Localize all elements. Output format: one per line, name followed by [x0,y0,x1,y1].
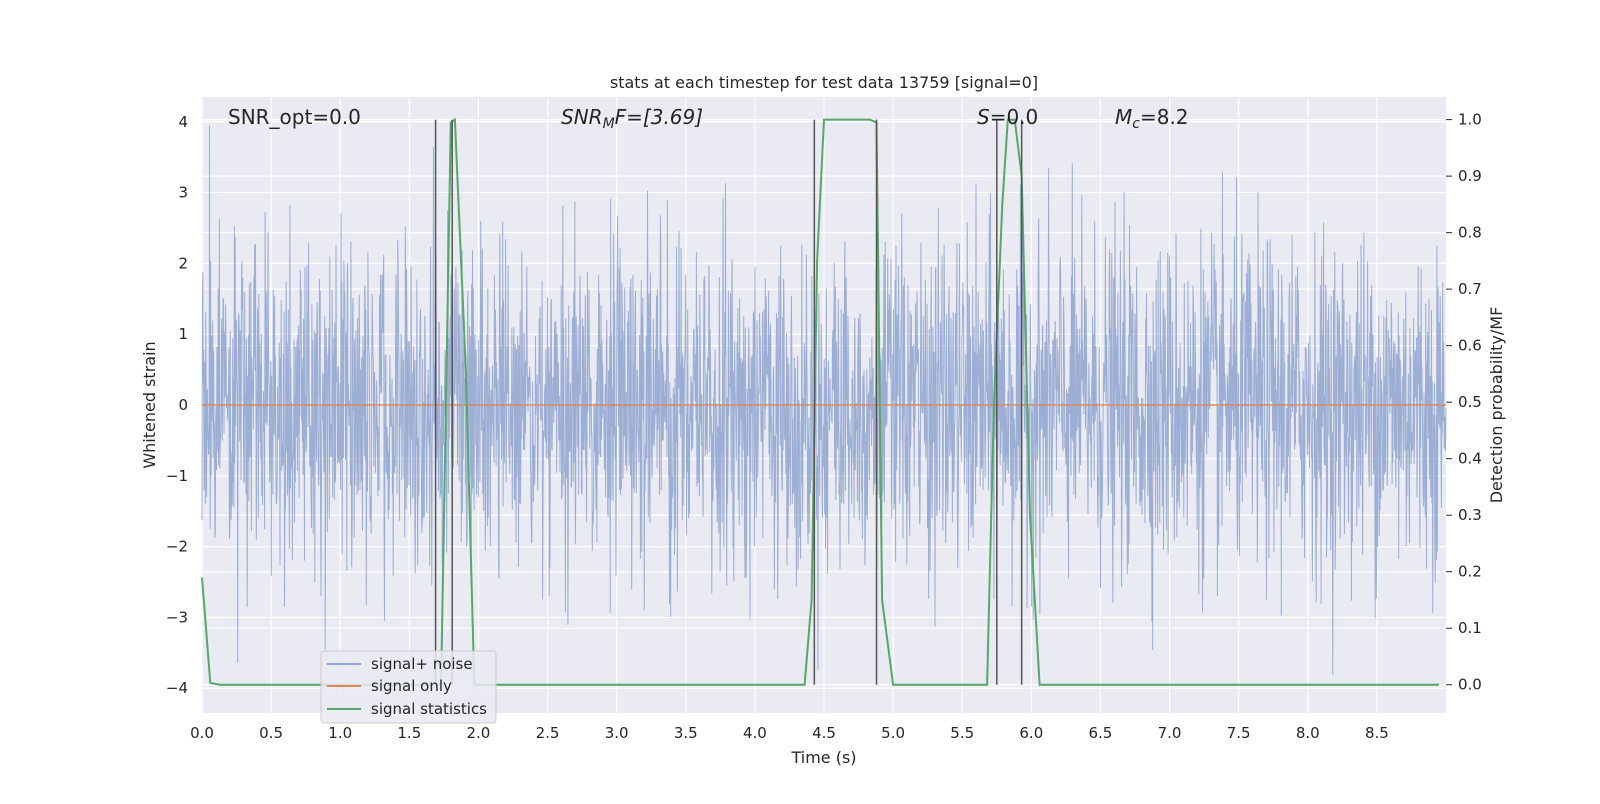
y-tick-label-right: 1.0 [1458,111,1482,129]
noise-layer [201,125,1447,676]
annotation-snr-mf-rest-f: F=[3.69] [615,105,703,129]
x-tick-label: 3.0 [605,724,629,742]
annotation-s-main: S [977,105,990,129]
annotation-mc-rest: =8.2 [1140,105,1189,129]
y-tick-label-right: 0.5 [1458,393,1482,411]
marker-layer [434,119,1023,685]
x-tick-label: 0.5 [259,724,283,742]
y-tick-label-right: 0.2 [1458,563,1482,581]
y-tick-label-left: −1 [166,467,188,485]
y-tick-label-left: 1 [178,325,188,343]
x-tick-label: 1.0 [328,724,352,742]
legend: signal+ noise signal only signal statist… [320,650,497,724]
y-tick-label-right: 0.1 [1458,619,1482,637]
y-tick-label-left: 3 [178,184,188,202]
x-tick-label: 2.0 [467,724,491,742]
x-tick-label: 1.5 [397,724,421,742]
annotation-snr-mf-main: SNR [561,105,603,129]
x-tick-label: 0.0 [190,724,214,742]
y-tick-label-left: 4 [178,113,188,131]
x-tick-label: 4.5 [812,724,836,742]
y-tick-label-left: 0 [178,396,188,414]
annotation-mc: Mc=8.2 [1115,105,1189,132]
tick-layer: 0.0 0.5 1.0 1.5 2.0 2.5 3.0 3.5 4.0 4.5 5.0 5.5 6.0 6… [166,111,1482,742]
legend-label-signal-noise: signal+ noise [371,655,473,673]
annotation-snr-mf-sub: M [603,116,615,132]
legend-label-signal-only: signal only [371,677,452,695]
x-tick-label: 3.5 [674,724,698,742]
x-tick-label: 8.5 [1365,724,1389,742]
x-tick-label: 2.5 [536,724,560,742]
chart-title: stats at each timestep for test data 137… [610,73,1038,92]
annotation-snr-mf: SNRMF=[3.69] [561,105,703,132]
x-tick-label: 4.0 [743,724,767,742]
y-tick-label-left: −3 [166,608,188,626]
series-layer [201,117,1446,686]
x-tick-label: 7.0 [1158,724,1182,742]
series-signal-noise [201,125,1447,676]
y-tick-label-right: 0.7 [1458,280,1482,298]
y-axis-label-left: Whitened strain [140,341,159,468]
x-tick-label: 6.5 [1089,724,1113,742]
annotation-mc-sub: c [1132,116,1140,132]
x-tick-label: 5.5 [950,724,974,742]
x-tick-label: 5.0 [881,724,905,742]
x-axis-label: Time (s) [790,748,856,767]
annotation-mc-main: M [1115,105,1132,129]
annotation-s: S=0.0 [977,105,1038,129]
y-tick-label-left: −4 [166,679,188,697]
x-tick-label: 8.0 [1296,724,1320,742]
y-tick-label-right: 0.4 [1458,450,1482,468]
y-tick-label-right: 0.9 [1458,167,1482,185]
y-tick-label-right: 0.6 [1458,337,1482,355]
annotation-s-rest: =0.0 [990,105,1039,129]
y-tick-label-left: −2 [166,538,188,556]
x-tick-label: 7.5 [1227,724,1251,742]
legend-box [320,650,497,724]
y-tick-label-right: 0.3 [1458,506,1482,524]
x-tick-label: 6.0 [1019,724,1043,742]
annotation-snr-opt: SNR_opt=0.0 [228,105,361,129]
legend-label-signal-statistics: signal statistics [371,700,487,718]
y-tick-label-right: 0.8 [1458,224,1482,242]
y-tick-label-left: 2 [178,254,188,272]
y-axis-label-right: Detection probability/MF [1487,307,1506,504]
y-tick-label-right: 0.0 [1458,676,1482,694]
series-signal-statistics [201,117,1440,686]
